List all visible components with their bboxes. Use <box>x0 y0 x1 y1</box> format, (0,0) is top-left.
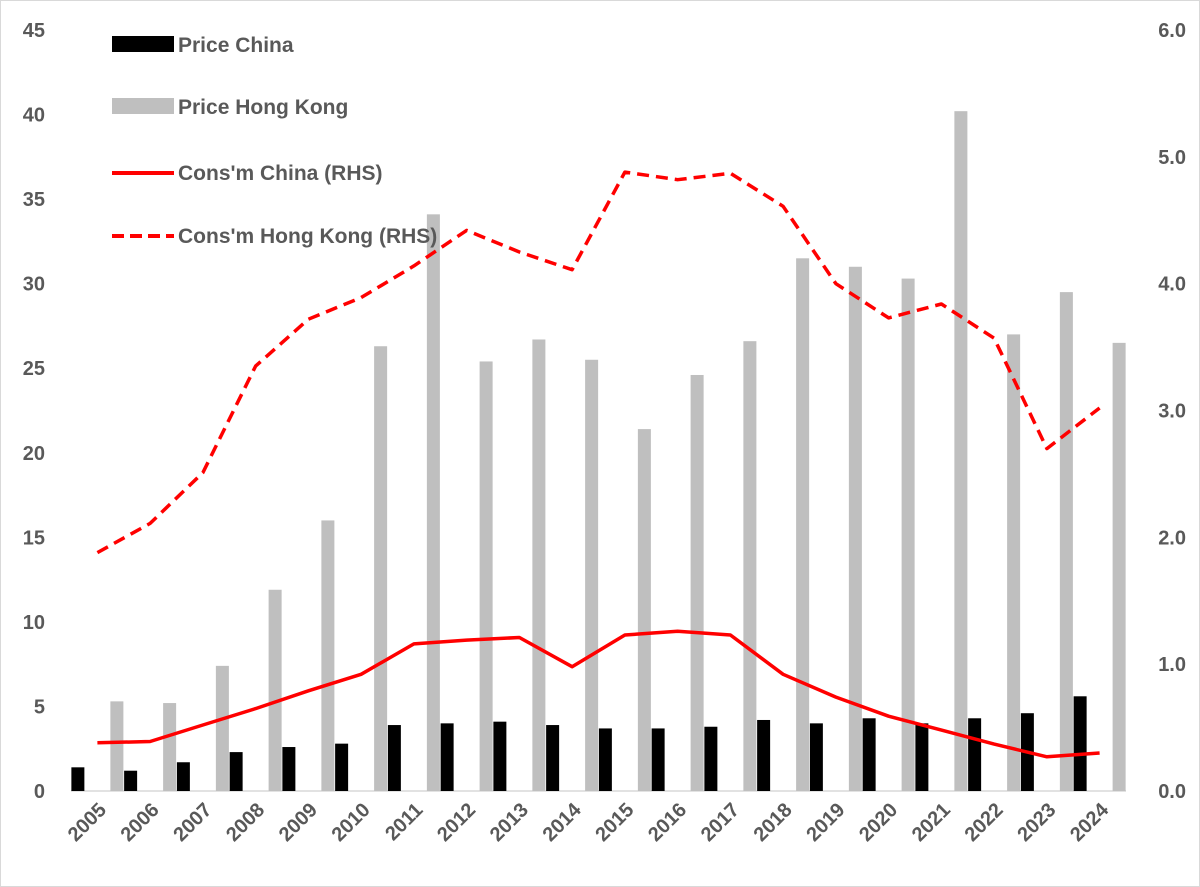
bar-price-china <box>282 747 296 791</box>
x-axis-tick-label: 2017 <box>697 799 744 846</box>
x-axis-tick-label: 2023 <box>1013 799 1060 846</box>
bar-price-china <box>862 718 876 791</box>
bar-price-hong-kong <box>848 266 862 791</box>
bar-price-hong-kong <box>1059 292 1073 791</box>
bars-layer <box>71 111 1126 791</box>
bar-price-china <box>704 726 718 791</box>
bar-price-china <box>71 767 85 791</box>
x-axis-tick-label: 2007 <box>169 799 216 846</box>
x-axis-tick-label: 2006 <box>117 799 164 846</box>
bar-price-hong-kong <box>954 111 968 791</box>
bar-price-hong-kong <box>268 589 282 791</box>
right-axis-tick-label: 6.0 <box>1158 20 1186 42</box>
x-axis-tick-label: 2009 <box>275 799 322 846</box>
bar-price-hong-kong <box>637 429 651 791</box>
x-axis-tick-label: 2010 <box>328 799 375 846</box>
x-axis-tick-label: 2013 <box>486 799 533 846</box>
legend-label-consm-china: Cons'm China (RHS) <box>178 162 383 185</box>
x-axis-tick-label: 2021 <box>908 799 955 846</box>
bar-price-hong-kong <box>1112 342 1126 791</box>
legend-swatch-price-china <box>112 36 174 52</box>
bar-price-hong-kong <box>321 520 335 791</box>
bar-price-hong-kong <box>585 359 599 791</box>
left-axis-tick-label: 45 <box>23 20 45 42</box>
right-axis-tick-label: 2.0 <box>1158 527 1186 549</box>
bar-price-china <box>229 752 243 791</box>
left-axis-tick-label: 25 <box>23 358 45 380</box>
left-axis-tick-label: 0 <box>34 781 45 803</box>
line-cons-m-china-rhs <box>97 629 1100 759</box>
x-axis-tick-label: 2005 <box>64 799 111 846</box>
x-axis-tick-label: 2019 <box>802 799 849 846</box>
bar-price-hong-kong <box>479 361 493 791</box>
bar-price-china <box>440 723 454 791</box>
bar-price-china <box>809 723 823 791</box>
bar-price-hong-kong <box>901 278 915 791</box>
x-axis-tick-label: 2018 <box>750 799 797 846</box>
x-axis-tick-label: 2012 <box>433 799 480 846</box>
bar-price-hong-kong <box>215 665 229 791</box>
x-axis-tick-label: 2014 <box>539 798 587 846</box>
bar-price-china <box>546 725 560 791</box>
right-axis-tick-label: 4.0 <box>1158 274 1186 296</box>
x-axis-tick-label: 2022 <box>961 799 1008 846</box>
left-axis-tick-label: 15 <box>23 527 45 549</box>
bar-price-hong-kong <box>374 346 388 791</box>
right-axis-tick-label: 3.0 <box>1158 401 1186 423</box>
bar-price-hong-kong <box>743 341 757 791</box>
right-axis-tick-label: 0.0 <box>1158 781 1186 803</box>
bar-price-hong-kong <box>426 214 440 791</box>
line-cons-m-hong-kong-rhs <box>96 170 1101 555</box>
x-axis-tick-label: 2024 <box>1066 798 1114 846</box>
x-axis-tick-label: 2008 <box>222 799 269 846</box>
bar-price-china <box>176 762 190 791</box>
legend-label-consm-hong-kong: Cons'm Hong Kong (RHS) <box>178 225 437 248</box>
left-axis-tick-label: 5 <box>34 696 45 718</box>
bar-price-china <box>915 723 929 791</box>
bar-price-hong-kong <box>690 374 704 791</box>
bar-price-china <box>335 743 349 791</box>
bar-price-china <box>598 728 612 791</box>
left-axis-tick-label: 40 <box>23 105 45 127</box>
x-axis-tick-label: 2015 <box>591 799 638 846</box>
lines-layer <box>96 170 1101 759</box>
bar-price-china <box>968 718 982 791</box>
left-axis-tick-label: 20 <box>23 443 45 465</box>
left-axis-tick-label: 35 <box>23 189 45 211</box>
legend-label-price-hong-kong: Price Hong Kong <box>178 96 348 119</box>
bar-price-china <box>757 719 771 791</box>
bar-price-hong-kong <box>796 258 810 791</box>
left-axis-tick-label: 10 <box>23 612 45 634</box>
bar-price-hong-kong <box>163 703 177 791</box>
left-axis-tick-label: 30 <box>23 274 45 296</box>
bar-price-hong-kong <box>110 701 124 791</box>
x-axis-tick-label: 2016 <box>644 799 691 846</box>
right-axis-tick-label: 5.0 <box>1158 147 1186 169</box>
bar-price-china <box>124 770 138 791</box>
legend-label-price-china: Price China <box>178 34 294 57</box>
bar-price-china <box>387 725 401 791</box>
right-axis-tick-label: 1.0 <box>1158 654 1186 676</box>
bar-price-hong-kong <box>1007 334 1021 791</box>
x-axis-tick-label: 2020 <box>855 799 902 846</box>
bar-price-hong-kong <box>532 339 546 791</box>
bar-price-china <box>493 721 507 791</box>
legend: Price China Price Hong Kong Cons'm China… <box>112 34 437 248</box>
bar-price-china <box>651 728 665 791</box>
x-axis-tick-label: 2011 <box>381 799 427 845</box>
bar-price-china <box>1073 696 1087 791</box>
legend-swatch-price-hong-kong <box>112 98 174 114</box>
